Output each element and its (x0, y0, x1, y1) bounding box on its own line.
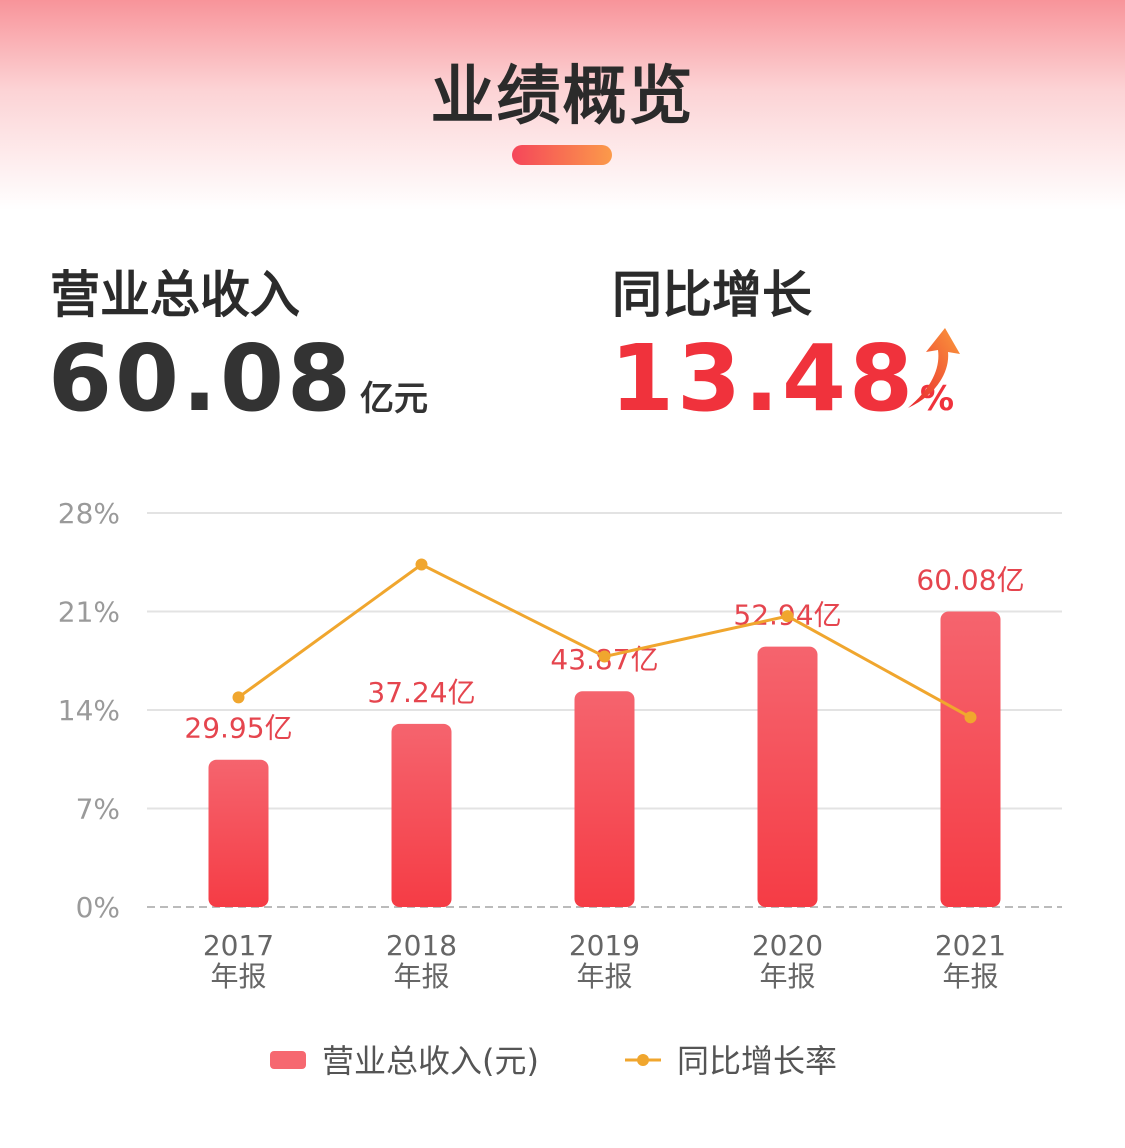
y-tick-label: 7% (76, 793, 120, 826)
x-tick-label: 2021 年报 (934, 929, 1007, 993)
stat-label: 同比增长 (612, 266, 812, 324)
page-title: 业绩概览 (430, 60, 695, 134)
stat-value: 13.48% (610, 325, 957, 432)
stat-value: 60.08 亿元 (48, 325, 428, 432)
bar (940, 611, 1001, 907)
legend-label: 同比增长率 (677, 1042, 837, 1080)
legend-swatch (270, 1051, 306, 1069)
legend-swatch (637, 1054, 649, 1066)
y-tick-label: 28% (58, 497, 120, 530)
title-underline (512, 145, 612, 165)
stat-unit: % (920, 379, 958, 419)
stat-number: 13.48 (610, 325, 917, 432)
y-tick-label: 14% (58, 694, 120, 727)
x-tick-label: 2018 年报 (385, 929, 458, 993)
bar (574, 691, 635, 907)
bar (208, 759, 269, 907)
y-tick-label: 21% (58, 596, 120, 629)
bar (391, 723, 452, 907)
line-point (232, 691, 245, 704)
line-point (415, 558, 428, 571)
stat-number: 60.08 (48, 325, 355, 432)
stat-unit: 亿元 (360, 379, 429, 419)
data-label: 29.95亿 (184, 712, 292, 745)
stat-label: 营业总收入 (50, 266, 300, 324)
data-label: 37.24亿 (367, 676, 475, 709)
x-tick-label: 2019 年报 (568, 929, 641, 993)
y-tick-label: 0% (76, 891, 120, 924)
data-label: 60.08亿 (916, 564, 1024, 597)
bar (757, 646, 818, 907)
x-tick-label: 2020 年报 (751, 929, 824, 993)
line-point (964, 711, 977, 724)
legend-label: 营业总收入(元) (322, 1042, 539, 1080)
line-point (781, 610, 794, 623)
up-arrow-icon (908, 328, 960, 408)
x-tick-label: 2017 年报 (202, 929, 275, 993)
line-point (598, 650, 611, 663)
